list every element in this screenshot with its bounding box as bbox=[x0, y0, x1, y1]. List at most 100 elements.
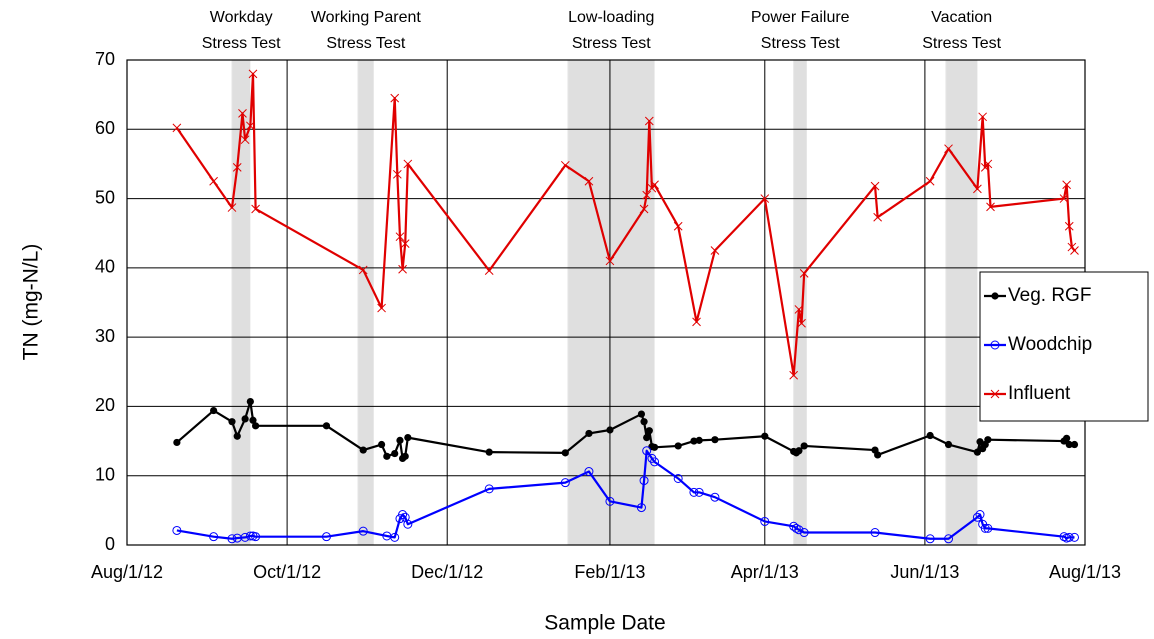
annotation-label: Vacation bbox=[931, 9, 992, 26]
point bbox=[760, 516, 770, 526]
point bbox=[870, 181, 880, 191]
point bbox=[926, 431, 934, 440]
point bbox=[874, 451, 882, 459]
point bbox=[1070, 246, 1079, 255]
point bbox=[795, 447, 803, 455]
x-tick-label: Oct/1/12 bbox=[253, 562, 321, 582]
annotation-label: Stress Test bbox=[202, 35, 281, 52]
series-line bbox=[176, 449, 1075, 540]
point bbox=[227, 203, 237, 212]
point bbox=[983, 159, 993, 169]
point bbox=[694, 487, 704, 497]
point bbox=[1062, 180, 1071, 190]
y-tick-label: 70 bbox=[95, 49, 115, 69]
point bbox=[398, 510, 408, 520]
point bbox=[760, 194, 770, 203]
point bbox=[377, 303, 386, 313]
point bbox=[210, 406, 218, 415]
point bbox=[584, 176, 594, 186]
y-tick-label: 0 bbox=[105, 534, 115, 554]
point bbox=[209, 176, 218, 186]
x-tick-label: Jun/1/13 bbox=[890, 562, 959, 582]
y-tick-label: 40 bbox=[95, 257, 115, 277]
point bbox=[560, 478, 570, 488]
point bbox=[973, 448, 981, 456]
point bbox=[358, 526, 368, 536]
series-line bbox=[175, 72, 1076, 377]
point bbox=[173, 438, 181, 447]
point bbox=[241, 415, 249, 423]
point bbox=[673, 221, 683, 231]
point bbox=[637, 410, 646, 418]
point bbox=[1070, 440, 1079, 449]
stress-test-region bbox=[357, 60, 374, 545]
x-axis-title: Sample Date bbox=[544, 612, 665, 635]
point bbox=[396, 436, 404, 444]
point bbox=[870, 528, 880, 538]
y-tick-label: 50 bbox=[95, 187, 115, 207]
point bbox=[390, 93, 400, 103]
legend-label: Veg. RGF bbox=[1008, 285, 1091, 306]
point bbox=[797, 318, 806, 328]
point bbox=[692, 317, 701, 327]
y-axis-title: TN (mg-N/L) bbox=[20, 244, 43, 361]
point bbox=[245, 531, 255, 541]
point bbox=[249, 416, 257, 424]
point bbox=[710, 246, 720, 255]
point bbox=[690, 437, 698, 445]
point bbox=[650, 180, 659, 190]
point bbox=[484, 484, 494, 494]
point bbox=[639, 204, 649, 214]
point bbox=[695, 436, 703, 444]
point bbox=[390, 532, 400, 542]
point bbox=[233, 432, 241, 440]
point bbox=[585, 429, 593, 438]
point bbox=[246, 121, 255, 131]
point bbox=[228, 418, 236, 426]
legend-marker bbox=[990, 340, 1000, 350]
y-tick-label: 20 bbox=[95, 395, 115, 415]
point bbox=[1064, 221, 1074, 231]
annotation-label: Workday bbox=[210, 9, 273, 26]
point bbox=[240, 135, 250, 145]
point bbox=[246, 397, 254, 406]
y-tick-label: 30 bbox=[95, 326, 115, 346]
point bbox=[636, 503, 646, 513]
point bbox=[359, 446, 367, 454]
point bbox=[647, 183, 657, 193]
point bbox=[650, 457, 660, 467]
point bbox=[584, 467, 594, 477]
point bbox=[711, 436, 719, 444]
stress-test-region bbox=[231, 60, 251, 545]
annotation-label: Power Failure bbox=[751, 9, 850, 26]
point bbox=[1059, 194, 1069, 203]
point bbox=[391, 449, 399, 458]
point bbox=[650, 443, 659, 451]
x-tick-label: Feb/1/13 bbox=[574, 562, 645, 582]
point bbox=[1063, 434, 1071, 442]
point bbox=[639, 476, 649, 486]
point bbox=[642, 190, 652, 200]
point bbox=[251, 204, 260, 214]
point bbox=[791, 523, 801, 533]
point bbox=[1070, 532, 1080, 542]
point bbox=[984, 436, 992, 444]
point bbox=[606, 426, 614, 434]
annotation-label: Working Parent bbox=[311, 9, 422, 26]
point bbox=[401, 452, 409, 460]
point bbox=[248, 69, 258, 79]
point bbox=[975, 510, 985, 520]
x-tick-label: Apr/1/13 bbox=[731, 562, 799, 582]
point bbox=[980, 163, 990, 172]
point bbox=[238, 108, 247, 118]
point bbox=[925, 176, 935, 186]
point bbox=[645, 427, 653, 435]
legend-marker bbox=[991, 292, 999, 300]
point bbox=[973, 184, 982, 194]
point bbox=[403, 159, 413, 169]
stress-test-region bbox=[793, 60, 807, 545]
point bbox=[799, 269, 809, 278]
point bbox=[873, 212, 883, 222]
point bbox=[400, 239, 410, 248]
point bbox=[251, 532, 261, 542]
